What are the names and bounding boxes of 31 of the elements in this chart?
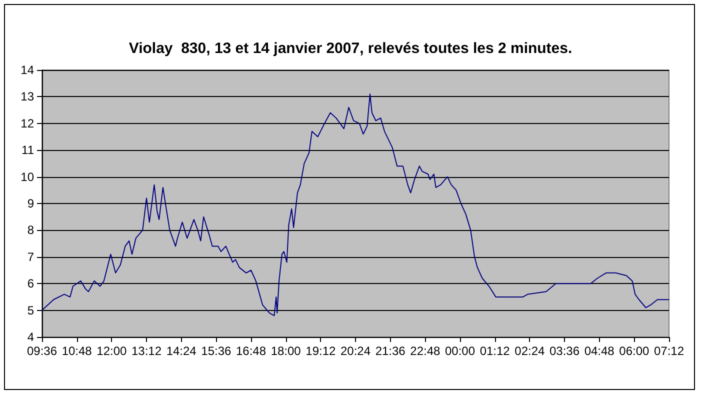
x-tick-label: 07:12 [654,344,684,358]
x-tick-label: 19:12 [306,344,336,358]
y-tick-label: 14 [20,63,34,77]
chart-title: Violay 830, 13 et 14 janvier 2007, relevés toutes les 2 minutes. [128,40,572,57]
x-tick-label: 00:00 [444,344,476,358]
y-tick-label: 10 [20,170,34,184]
x-tick-label: 16:48 [236,344,266,358]
y-tick-label: 7 [27,250,34,264]
y-tick-label: 5 [27,303,34,318]
x-tick-label: 20:24 [340,344,371,358]
x-tick-label: 18:00 [270,344,302,358]
x-tick-label: 03:36 [549,344,580,358]
y-tick-label: 12 [20,116,34,130]
y-tick-label: 4 [27,330,34,344]
x-tick-label: 04:48 [584,344,615,358]
x-tick-label: 22:48 [410,344,441,358]
y-tick-label: 6 [27,276,34,291]
x-tick-label: 10:48 [62,344,92,358]
y-tick-label: 13 [20,90,34,104]
x-tick-label: 14:24 [166,344,197,358]
x-tick-label: 06:00 [619,344,650,358]
x-tick-label: 13:12 [131,344,162,358]
y-tick-label: 11 [22,143,34,158]
x-tick-label: 21:36 [375,344,406,358]
x-tick-label: 02:24 [514,344,546,358]
y-tick-label: 8 [27,223,34,238]
y-tick-label: 9 [27,196,34,210]
x-tick-label: 15:36 [201,344,232,358]
x-tick-label: 01:12 [480,344,510,358]
x-tick-label: 12:00 [96,344,128,358]
x-tick-label: 09:36 [26,344,58,358]
